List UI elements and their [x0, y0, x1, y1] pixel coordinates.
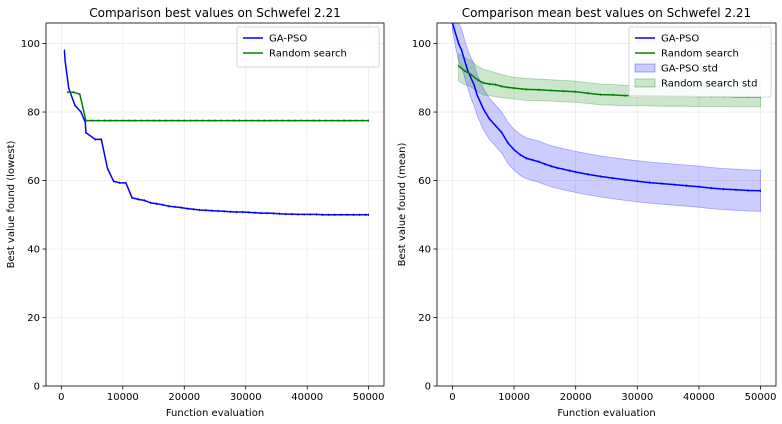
legend: GA-PSO Random search GA-PSO std Random sear…: [628, 26, 772, 98]
y-axis-label: Best value found (mean): [397, 142, 408, 266]
std-band-0: [452, 23, 761, 212]
x-tick-label: 50000: [353, 392, 385, 403]
y-tick-label: 100: [412, 39, 431, 50]
x-tick-label: 20000: [560, 392, 592, 403]
legend-label: GA-PSO: [661, 34, 699, 45]
y-axis-label: Best value found (lowest): [6, 140, 17, 268]
x-axis-label: Function evaluation: [557, 408, 655, 419]
x-tick-label: 50000: [745, 392, 777, 403]
chart-title: Comparison mean best values on Schwefel …: [462, 6, 751, 20]
y-tick-label: 20: [27, 313, 40, 324]
y-tick-label: 60: [27, 176, 40, 187]
chart-0: 0 10000 20000 30000 40000 50000 0 20 40 60 80 100 Co…: [6, 6, 385, 419]
legend-label: Random search: [661, 49, 739, 60]
chart-1: 0 10000 20000 30000 40000 50000 0 20 40 60 80 100 Co…: [397, 6, 776, 419]
x-tick-label: 30000: [230, 392, 262, 403]
y-tick-label: 80: [418, 108, 431, 119]
x-tick-label: 10000: [107, 392, 139, 403]
legend-label: Random search: [269, 49, 347, 60]
legend-box: [236, 26, 380, 68]
y-tick-label: 40: [27, 245, 40, 256]
y-tick-label: 80: [27, 108, 40, 119]
legend-label: GA-PSO std: [661, 64, 718, 75]
series-line-1: [67, 91, 369, 122]
y-tick-label: 100: [21, 39, 40, 50]
y-tick-label: 0: [425, 382, 431, 393]
x-tick-label: 30000: [621, 392, 653, 403]
y-tick-label: 40: [418, 245, 431, 256]
x-tick-label: 10000: [498, 392, 530, 403]
x-tick-label: 40000: [683, 392, 715, 403]
legend-swatch: [634, 63, 656, 73]
axes-frame: [436, 22, 777, 387]
x-tick-label: 0: [58, 392, 64, 403]
legend: GA-PSO Random search: [236, 26, 380, 68]
x-tick-label: 20000: [168, 392, 200, 403]
chart-title: Comparison best values on Schwefel 2.21: [89, 6, 341, 20]
legend-box: [628, 26, 772, 98]
x-axis-label: Function evaluation: [166, 408, 264, 419]
axes-frame: [45, 22, 385, 387]
legend-swatch: [634, 78, 656, 88]
series-line-0: [451, 23, 761, 192]
y-tick-label: 0: [34, 382, 40, 393]
series-line-0: [63, 50, 369, 216]
legend-label: Random search std: [661, 79, 757, 90]
x-tick-label: 0: [449, 392, 455, 403]
plot-area: [63, 49, 370, 216]
y-tick-label: 20: [418, 313, 431, 324]
y-tick-label: 60: [418, 176, 431, 187]
legend-label: GA-PSO: [269, 34, 307, 45]
x-tick-label: 40000: [291, 392, 323, 403]
